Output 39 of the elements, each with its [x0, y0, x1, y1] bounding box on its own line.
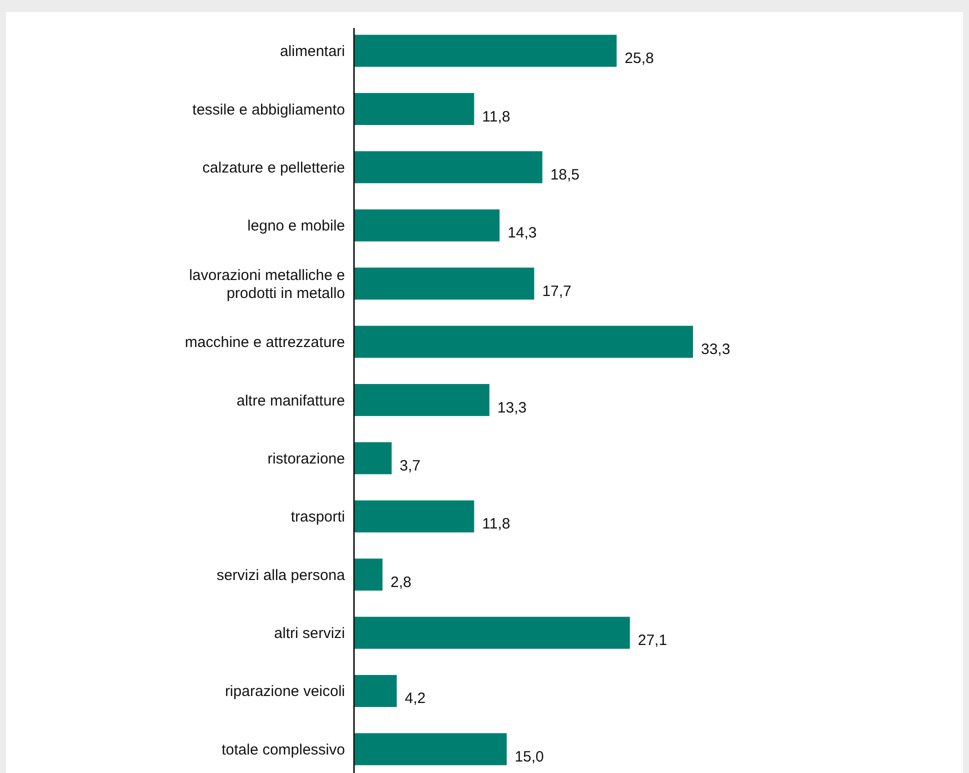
data-label: 25,8 [624, 50, 654, 68]
y-tick-label: riparazione veicoli [224, 683, 345, 700]
y-tick-label: legno e mobile [247, 218, 345, 235]
bar [354, 616, 630, 649]
data-label: 11,8 [482, 516, 510, 533]
data-label: 14,3 [508, 224, 537, 242]
y-tick-label: altri servizi [274, 625, 345, 642]
data-label: 33,3 [701, 341, 730, 358]
data-label: 27,1 [638, 632, 668, 650]
y-tick-label: trasporti [290, 508, 345, 526]
bar [354, 209, 500, 242]
y-tick-label: calzature e pelletterie [202, 159, 345, 176]
data-label: 15,0 [514, 748, 544, 766]
y-tick-label: altre manifatture [236, 392, 345, 410]
bar [354, 500, 474, 532]
bar [354, 558, 383, 591]
y-tick-label: lavorazioni metalliche e prodotti in metallo [189, 266, 345, 302]
bar [354, 151, 542, 184]
bar [354, 268, 534, 300]
y-tick-label: alimentari [280, 43, 345, 60]
bar [354, 34, 617, 67]
data-label: 11,8 [482, 108, 510, 126]
y-tick-label: tessile e abbigliamento [192, 101, 345, 118]
data-label: 2,8 [390, 574, 412, 591]
data-label: 17,7 [542, 282, 572, 300]
data-label: 13,3 [497, 399, 527, 416]
bar [354, 384, 490, 416]
data-label: 3,7 [400, 457, 421, 474]
data-label: 18,5 [550, 166, 580, 184]
y-tick-label: totale complessivo [222, 741, 345, 758]
y-tick-label: servizi alla persona [216, 566, 346, 584]
y-tick-label: macchine e attrezzature [184, 334, 345, 352]
data-label: 4,2 [404, 690, 426, 708]
bar [354, 442, 392, 474]
y-tick-label: ristorazione [267, 450, 345, 468]
bar [354, 733, 507, 766]
bar [354, 674, 397, 707]
bar [354, 326, 693, 358]
bar [354, 93, 474, 126]
